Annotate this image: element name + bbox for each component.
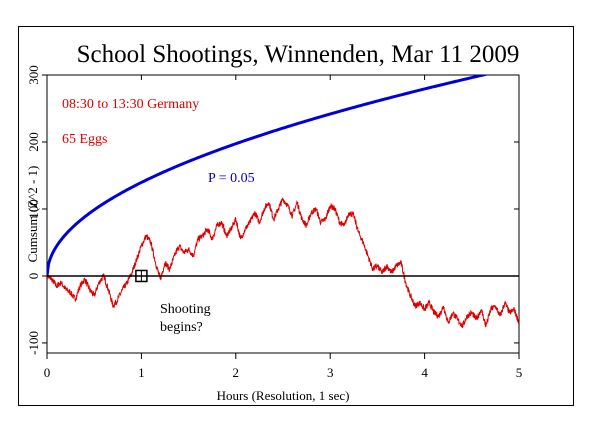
annotation-shooting-line2: begins? — [160, 320, 203, 335]
y-tick-label: 100 — [26, 199, 41, 219]
x-tick-label: 1 — [138, 365, 145, 380]
chart-title: School Shootings, Winnenden, Mar 11 2009 — [77, 41, 520, 68]
x-tick-label: 2 — [233, 365, 240, 380]
y-tick-label: 200 — [26, 132, 41, 152]
series-line-p05 — [47, 75, 490, 277]
series-group — [47, 75, 519, 329]
x-tick-label: 4 — [421, 365, 428, 380]
x-tick-label: 5 — [516, 365, 523, 380]
x-axis-label: Hours (Resolution, 1 sec) — [217, 388, 350, 403]
x-tick-label: 0 — [44, 365, 51, 380]
x-tick-label: 3 — [327, 365, 334, 380]
chart-frame — [18, 26, 574, 406]
series-line-cumsum — [47, 197, 519, 329]
annotation-eggs: 65 Eggs — [62, 132, 108, 147]
y-tick-label: -100 — [26, 331, 41, 355]
annotation-p-value: P = 0.05 — [208, 171, 255, 186]
event-marker — [135, 269, 148, 283]
annotation-shooting-line1: Shooting — [160, 302, 211, 317]
annotation-time-range: 08:30 to 13:30 Germany — [62, 97, 199, 112]
y-tick-label: 300 — [26, 65, 41, 85]
plot-area — [46, 74, 520, 354]
y-axis-label: Cumsum (Z^2 - 1) — [25, 166, 40, 263]
y-tick-label: 0 — [26, 273, 41, 280]
